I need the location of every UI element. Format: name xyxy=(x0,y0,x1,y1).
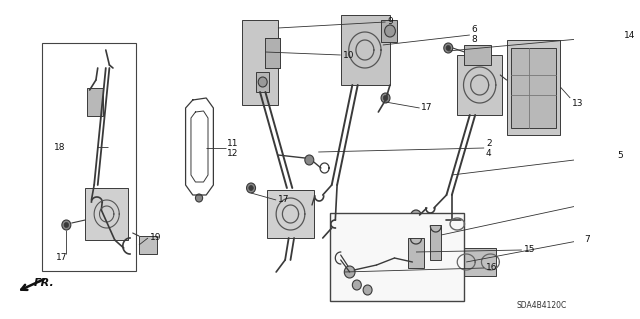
Bar xyxy=(457,55,502,115)
Circle shape xyxy=(446,46,451,50)
Bar xyxy=(447,248,496,276)
Circle shape xyxy=(411,210,421,222)
Text: 9: 9 xyxy=(387,18,393,26)
Circle shape xyxy=(344,266,355,278)
Text: 16: 16 xyxy=(486,263,497,272)
Text: 18: 18 xyxy=(54,143,65,152)
Text: 19: 19 xyxy=(150,234,161,242)
Circle shape xyxy=(246,183,255,193)
Text: 5: 5 xyxy=(617,151,623,160)
Bar xyxy=(42,43,136,271)
Text: SDA4B4120C: SDA4B4120C xyxy=(516,301,566,310)
Circle shape xyxy=(305,155,314,165)
Bar xyxy=(465,45,492,65)
Text: 6: 6 xyxy=(472,26,477,34)
Circle shape xyxy=(385,25,396,37)
Text: 17: 17 xyxy=(278,196,289,204)
Circle shape xyxy=(195,194,203,202)
Text: 12: 12 xyxy=(227,149,238,158)
Text: 17: 17 xyxy=(421,103,433,113)
Bar xyxy=(506,40,561,135)
Text: FR.: FR. xyxy=(34,278,55,288)
Circle shape xyxy=(363,285,372,295)
Bar xyxy=(381,20,397,42)
Circle shape xyxy=(64,222,68,227)
Bar xyxy=(430,225,441,260)
Text: 10: 10 xyxy=(342,50,354,60)
Text: 7: 7 xyxy=(584,235,590,244)
Circle shape xyxy=(444,43,452,53)
Text: 4: 4 xyxy=(486,149,492,158)
Bar xyxy=(266,38,280,68)
Bar xyxy=(139,236,157,254)
Bar xyxy=(87,88,103,116)
Bar xyxy=(85,188,128,240)
Text: 2: 2 xyxy=(486,138,492,147)
Text: 13: 13 xyxy=(572,99,584,108)
Text: 11: 11 xyxy=(227,138,238,147)
Bar xyxy=(242,20,278,105)
Circle shape xyxy=(353,280,362,290)
Circle shape xyxy=(62,220,71,230)
Text: 17: 17 xyxy=(56,254,67,263)
Bar xyxy=(408,238,424,268)
Circle shape xyxy=(258,77,267,87)
Bar xyxy=(511,48,556,128)
Circle shape xyxy=(383,95,388,100)
Text: 15: 15 xyxy=(524,246,535,255)
Bar xyxy=(267,190,314,238)
Bar xyxy=(340,15,390,85)
Circle shape xyxy=(249,186,253,190)
Text: 8: 8 xyxy=(472,35,477,44)
Bar xyxy=(257,72,269,92)
Text: 14: 14 xyxy=(624,31,636,40)
Circle shape xyxy=(381,93,390,103)
Bar xyxy=(330,213,465,301)
